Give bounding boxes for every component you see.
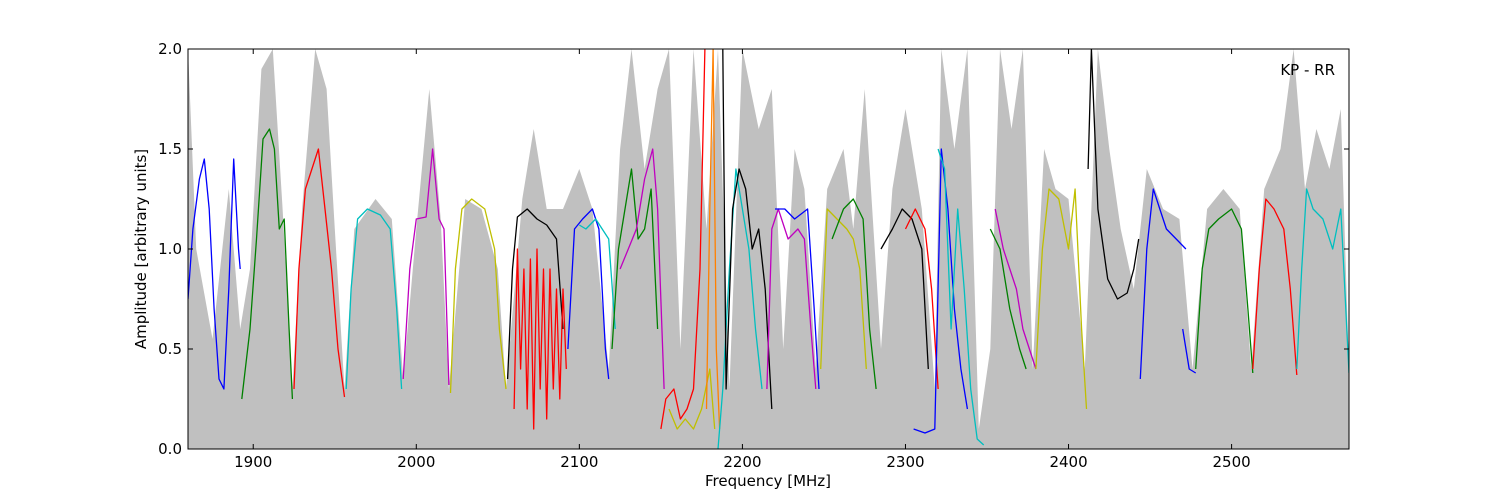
series-line-17 — [722, 49, 773, 410]
series-line-5 — [402, 148, 450, 386]
y-tick-label: 2.0 — [158, 40, 182, 58]
series-line-28 — [1035, 188, 1088, 410]
series-line-15 — [705, 49, 721, 430]
series-line-18 — [766, 208, 817, 390]
annotation-label: KP - RR — [1280, 61, 1335, 79]
series-line-21 — [831, 198, 877, 390]
y-tick-label: 0.0 — [158, 440, 182, 458]
series-line-4 — [345, 208, 403, 390]
series-line-14 — [668, 368, 716, 430]
series-line-32 — [1195, 208, 1254, 374]
x-tick-label: 2200 — [723, 453, 761, 471]
series-line-10 — [578, 218, 616, 330]
series-line-8 — [513, 248, 567, 430]
series-line-27 — [989, 228, 1027, 370]
background-envelope — [188, 49, 1349, 449]
series-line-16 — [717, 168, 763, 449]
x-tick-label: 2000 — [397, 453, 435, 471]
background-band-layer — [188, 49, 1349, 449]
y-tick-label: 1.5 — [158, 140, 182, 158]
series-layer — [188, 49, 1349, 449]
y-tick-label: 0.5 — [158, 340, 182, 358]
x-axis-label: Frequency [MHz] — [705, 472, 831, 490]
series-line-25 — [937, 148, 985, 446]
series-line-31 — [1182, 328, 1197, 374]
series-line-26 — [994, 208, 1037, 370]
series-line-3 — [293, 148, 346, 398]
series-line-20 — [820, 208, 867, 370]
series-line-30 — [1139, 188, 1187, 380]
x-tick-label: 1900 — [234, 453, 272, 471]
y-axis-label: Amplitude [arbitrary units] — [132, 149, 150, 349]
series-line-1 — [188, 158, 241, 390]
x-tick-label: 2300 — [886, 453, 924, 471]
series-line-23 — [904, 208, 939, 390]
series-line-7 — [506, 208, 564, 380]
series-line-29 — [1087, 49, 1140, 300]
y-tick-label: 1.0 — [158, 240, 182, 258]
series-line-34 — [1296, 188, 1349, 374]
series-line-19 — [775, 208, 820, 390]
x-axis-ticks: 1900 2000 2100 2200 2300 2400 2500 — [234, 49, 1251, 471]
series-line-9 — [567, 208, 610, 380]
y-axis-ticks: 0.0 0.5 1.0 1.5 2.0 — [158, 40, 1349, 458]
series-line-11 — [611, 168, 659, 350]
series-line-2 — [241, 128, 294, 400]
series-line-12 — [619, 148, 665, 390]
series-line-33 — [1252, 198, 1298, 376]
series-line-13 — [660, 49, 706, 430]
series-line-22 — [880, 208, 929, 370]
series-line-6 — [449, 198, 507, 394]
x-tick-label: 2500 — [1213, 453, 1251, 471]
x-tick-label: 2400 — [1049, 453, 1087, 471]
x-tick-label: 2100 — [560, 453, 598, 471]
